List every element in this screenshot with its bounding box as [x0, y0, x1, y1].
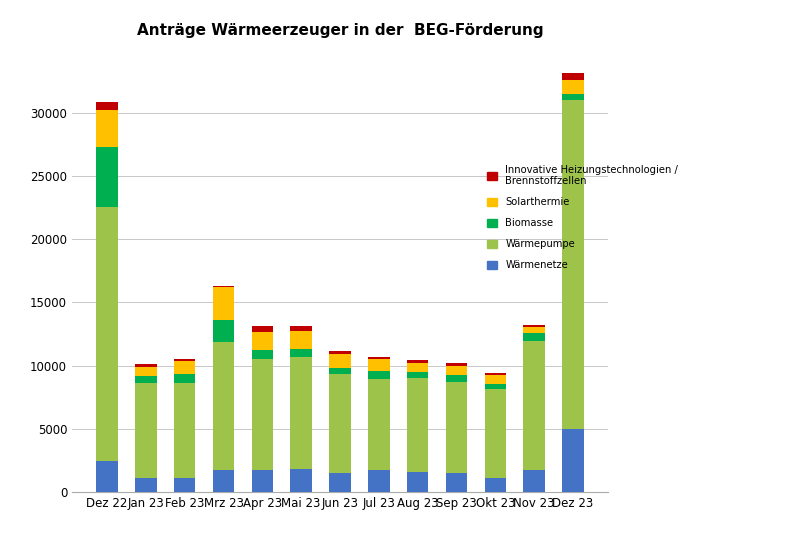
- Bar: [290, 331, 312, 349]
- Bar: [213, 320, 234, 342]
- Bar: [252, 470, 273, 492]
- Bar: [446, 375, 467, 382]
- Bar: [485, 375, 506, 384]
- Bar: [368, 470, 390, 492]
- Bar: [562, 73, 584, 80]
- Bar: [174, 374, 195, 383]
- Bar: [523, 325, 545, 327]
- Bar: [252, 350, 273, 359]
- Bar: [135, 479, 157, 492]
- Bar: [96, 102, 118, 110]
- Bar: [368, 379, 390, 470]
- Bar: [330, 374, 350, 473]
- Bar: [330, 473, 350, 492]
- Bar: [174, 359, 195, 361]
- Bar: [135, 376, 157, 383]
- Bar: [96, 110, 118, 147]
- Bar: [407, 372, 428, 379]
- Bar: [523, 327, 545, 334]
- Bar: [96, 147, 118, 207]
- Bar: [368, 371, 390, 379]
- Bar: [446, 366, 467, 375]
- Bar: [562, 100, 584, 429]
- Bar: [446, 363, 467, 366]
- Bar: [174, 383, 195, 478]
- Bar: [252, 359, 273, 470]
- Bar: [485, 373, 506, 375]
- Bar: [446, 382, 467, 473]
- Bar: [407, 360, 428, 363]
- Bar: [252, 327, 273, 331]
- Bar: [290, 326, 312, 331]
- Bar: [252, 331, 273, 350]
- Bar: [330, 354, 350, 368]
- Bar: [407, 363, 428, 372]
- Bar: [523, 341, 545, 470]
- Bar: [213, 469, 234, 492]
- Bar: [96, 461, 118, 492]
- Bar: [330, 351, 350, 354]
- Bar: [407, 472, 428, 492]
- Bar: [368, 359, 390, 371]
- Bar: [96, 207, 118, 461]
- Legend: Innovative Heizungstechnologien /
Brennstoffzellen, Solarthermie, Biomasse, Wärm: Innovative Heizungstechnologien / Brenns…: [484, 162, 682, 274]
- Bar: [485, 389, 506, 478]
- Bar: [368, 357, 390, 359]
- Bar: [485, 384, 506, 389]
- Bar: [290, 358, 312, 469]
- Bar: [213, 286, 234, 287]
- Bar: [290, 469, 312, 492]
- Bar: [485, 478, 506, 492]
- Bar: [562, 80, 584, 94]
- Bar: [290, 349, 312, 358]
- Bar: [523, 334, 545, 341]
- Bar: [407, 379, 428, 472]
- Bar: [562, 429, 584, 492]
- Bar: [135, 364, 157, 367]
- Bar: [135, 383, 157, 479]
- Bar: [523, 470, 545, 492]
- Bar: [174, 361, 195, 374]
- Title: Anträge Wärmeerzeuger in der  BEG-Förderung: Anträge Wärmeerzeuger in der BEG-Förderu…: [137, 24, 543, 38]
- Bar: [446, 473, 467, 492]
- Bar: [562, 94, 584, 100]
- Bar: [135, 367, 157, 376]
- Bar: [330, 368, 350, 374]
- Bar: [174, 478, 195, 492]
- Bar: [213, 342, 234, 469]
- Bar: [213, 287, 234, 320]
